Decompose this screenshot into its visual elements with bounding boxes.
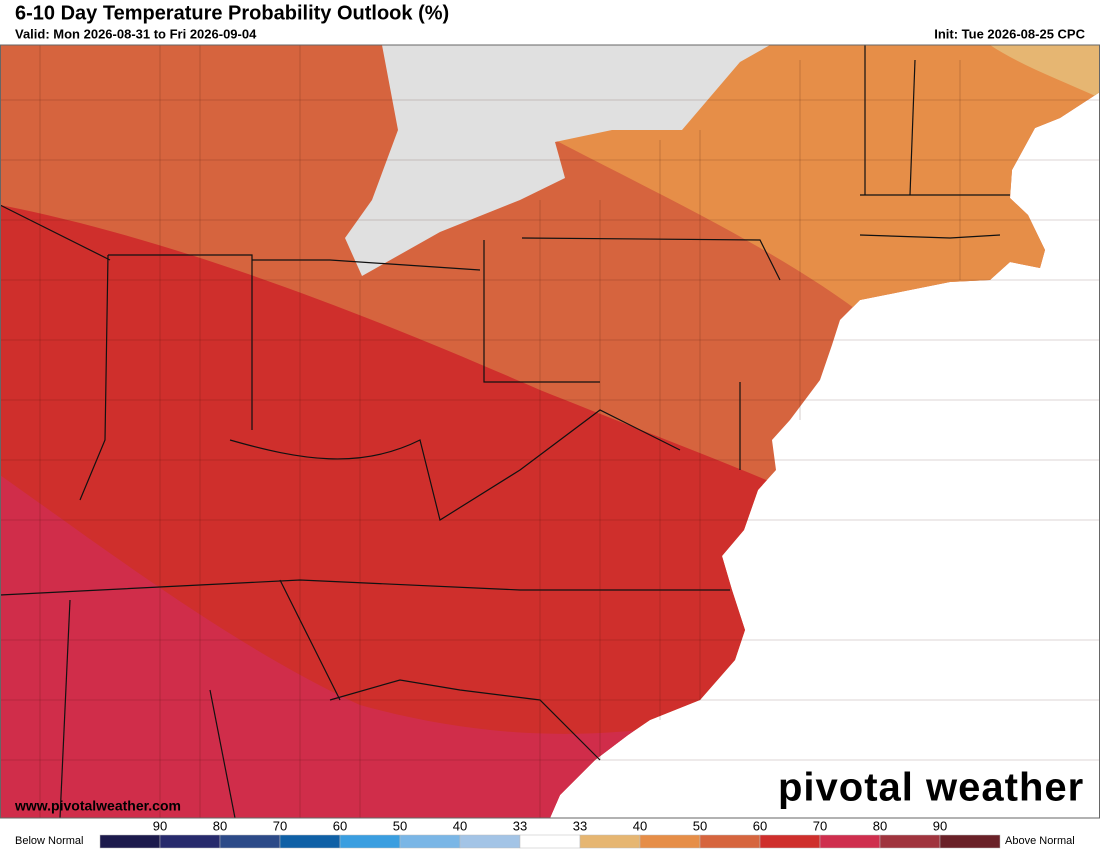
legend-tick-label: 50 — [693, 818, 707, 833]
legend-swatch — [939, 834, 1001, 849]
legend-swatch — [639, 834, 701, 849]
legend-swatch — [159, 834, 221, 849]
legend-tick-label: 60 — [333, 818, 347, 833]
legend-swatch — [99, 834, 161, 849]
legend-tick-label: 40 — [453, 818, 467, 833]
legend-below: Below Normal — [15, 835, 83, 847]
legend-swatch — [579, 834, 641, 849]
watermark: www.pivotalweather.com — [14, 798, 181, 814]
legend-swatch — [519, 834, 581, 849]
legend-swatch — [879, 834, 941, 849]
legend-tick-label: 40 — [633, 818, 647, 833]
legend-tick-label: 60 — [753, 818, 767, 833]
legend-swatch — [699, 834, 761, 849]
logo: pivotal weather — [778, 766, 1084, 810]
legend-tick-label: 90 — [153, 818, 167, 833]
legend-tick-label: 90 — [933, 818, 947, 833]
band-33 — [990, 45, 1100, 98]
init-time: Init: Tue 2026-08-25 CPC — [934, 26, 1085, 41]
legend-tick-label: 70 — [273, 818, 287, 833]
band-70 — [0, 475, 640, 818]
legend-tick-label: 33 — [573, 818, 587, 833]
legend-swatch — [219, 834, 281, 849]
state-borders — [0, 45, 1010, 819]
legend-swatch — [819, 834, 881, 849]
great-lakes — [345, 45, 770, 276]
legend-tick-label: 33 — [513, 818, 527, 833]
legend-tick-label: 80 — [873, 818, 887, 833]
legend-swatch — [759, 834, 821, 849]
legend-swatch — [279, 834, 341, 849]
title: 6-10 Day Temperature Probability Outlook… — [15, 2, 449, 24]
legend-tick-label: 80 — [213, 818, 227, 833]
legend-above: Above Normal — [1005, 835, 1075, 847]
legend-tick-label: 70 — [813, 818, 827, 833]
legend-swatch — [339, 834, 401, 849]
valid-time: Valid: Mon 2026-08-31 to Fri 2026-09-04 — [15, 26, 257, 41]
county-grid — [0, 45, 1100, 818]
legend-tick-label: 50 — [393, 818, 407, 833]
legend-swatch — [459, 834, 521, 849]
legend-swatch — [399, 834, 461, 849]
